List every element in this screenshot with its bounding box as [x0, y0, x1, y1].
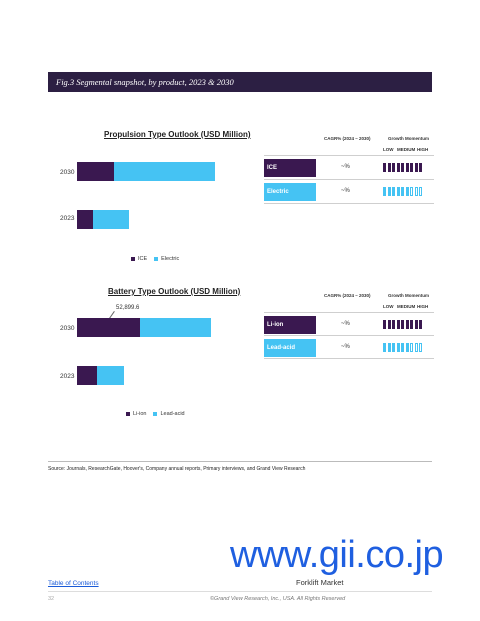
- medium-header: MEDIUM: [397, 304, 416, 309]
- growth-momentum-meter: [383, 320, 422, 329]
- segment-label: Electric: [264, 183, 316, 201]
- meter-segment: [387, 163, 391, 172]
- meter-segment: [410, 343, 413, 352]
- bar-2023-ice: [77, 210, 93, 229]
- tick-label: 2023: [60, 373, 75, 380]
- legend-label: Electric: [161, 256, 180, 262]
- cagr-value: ~%: [341, 188, 350, 194]
- cagr-value: ~%: [341, 321, 350, 327]
- meter-segment: [392, 343, 395, 352]
- momentum-header: Growth Momentum: [388, 136, 429, 141]
- table-divider: [264, 155, 434, 156]
- table-divider: [264, 312, 434, 313]
- momentum-header: Growth Momentum: [388, 293, 429, 298]
- meter-segment: [392, 320, 395, 329]
- copyright: ©Grand View Research, Inc., USA. All Rig…: [210, 596, 346, 602]
- data-label: 52,899.6: [116, 305, 140, 311]
- meter-segment: [396, 163, 400, 172]
- meter-segment: [392, 163, 395, 172]
- meter-segment: [414, 163, 418, 172]
- meter-segment: [405, 343, 409, 352]
- meter-segment: [387, 320, 391, 329]
- table-divider: [264, 358, 434, 359]
- meter-segment: [405, 163, 409, 172]
- meter-segment: [401, 187, 404, 196]
- segment-label: ICE: [264, 159, 316, 177]
- bar-2030-li-ion: [77, 318, 140, 337]
- bar-2030-ice: [77, 162, 114, 181]
- cagr-header: CAGR% (2024 – 2030): [324, 293, 371, 298]
- cagr-value: ~%: [341, 344, 350, 350]
- growth-momentum-meter: [383, 163, 422, 172]
- meter-segment: [392, 187, 395, 196]
- meter-segment: [410, 187, 413, 196]
- page-number: 32: [48, 596, 55, 602]
- legend-swatch-lead-acid: [153, 412, 158, 416]
- meter-segment: [401, 320, 404, 329]
- meter-segment: [410, 163, 413, 172]
- bar-2030-lead-acid: [139, 318, 211, 337]
- low-header: LOW: [383, 304, 394, 309]
- segment-label: Li-ion: [264, 316, 316, 334]
- low-header: LOW: [383, 147, 394, 152]
- meter-segment: [414, 320, 418, 329]
- meter-segment: [414, 187, 418, 196]
- meter-segment: [396, 320, 400, 329]
- meter-segment: [387, 343, 391, 352]
- meter-segment: [419, 187, 422, 196]
- legend-swatch-electric: [154, 257, 159, 261]
- cagr-header: CAGR% (2024 – 2030): [324, 136, 371, 141]
- meter-segment: [419, 163, 422, 172]
- bar-2023-lead-acid: [97, 366, 125, 385]
- legend-label: ICE: [138, 256, 148, 262]
- cagr-value: ~%: [341, 164, 350, 170]
- table-divider: [264, 179, 434, 180]
- meter-segment: [401, 163, 404, 172]
- meter-segment: [396, 343, 400, 352]
- meter-segment: [405, 320, 409, 329]
- tick-label: 2030: [60, 325, 75, 332]
- meter-segment: [387, 187, 391, 196]
- legend-swatch-ice: [131, 257, 135, 261]
- high-header: HIGH: [417, 147, 429, 152]
- segment-label: Lead-acid: [264, 339, 316, 357]
- table-of-contents-link[interactable]: Table of Contents: [48, 580, 99, 587]
- meter-segment: [405, 187, 409, 196]
- meter-segment: [383, 320, 386, 329]
- legend-label: Lead-acid: [160, 411, 185, 417]
- propulsion-chart-title: Propulsion Type Outlook (USD Million): [104, 130, 251, 139]
- medium-header: MEDIUM: [397, 147, 416, 152]
- tick-label: 2023: [60, 215, 75, 222]
- propulsion-legend: ICE Electric: [131, 256, 179, 262]
- source-note: Source: Journals, ResearchGate, Hoover's…: [48, 466, 306, 472]
- meter-segment: [419, 320, 422, 329]
- watermark: www.gii.co.jp: [230, 534, 444, 576]
- market-name: Forklift Market: [296, 578, 344, 587]
- meter-segment: [396, 187, 400, 196]
- table-divider: [264, 203, 434, 204]
- growth-momentum-meter: [383, 343, 422, 352]
- footer-divider: [48, 591, 432, 592]
- source-divider: [48, 461, 432, 462]
- growth-momentum-meter: [383, 187, 422, 196]
- meter-segment: [414, 343, 418, 352]
- meter-segment: [401, 343, 404, 352]
- meter-segment: [419, 343, 422, 352]
- bar-2023-electric: [93, 210, 129, 229]
- bar-2030-electric: [114, 162, 215, 181]
- tick-label: 2030: [60, 169, 75, 176]
- legend-swatch-li-ion: [126, 412, 130, 416]
- meter-segment: [383, 163, 386, 172]
- battery-legend: Li-ion Lead-acid: [126, 411, 185, 417]
- battery-chart-title: Battery Type Outlook (USD Million): [108, 287, 241, 296]
- bar-2023-li-ion: [77, 366, 98, 385]
- table-divider: [264, 335, 434, 336]
- figure-caption: Fig.3 Segmental snapshot, by product, 20…: [48, 72, 432, 92]
- high-header: HIGH: [417, 304, 429, 309]
- meter-segment: [410, 320, 413, 329]
- legend-label: Li-ion: [133, 411, 147, 417]
- meter-segment: [383, 343, 386, 352]
- meter-segment: [383, 187, 386, 196]
